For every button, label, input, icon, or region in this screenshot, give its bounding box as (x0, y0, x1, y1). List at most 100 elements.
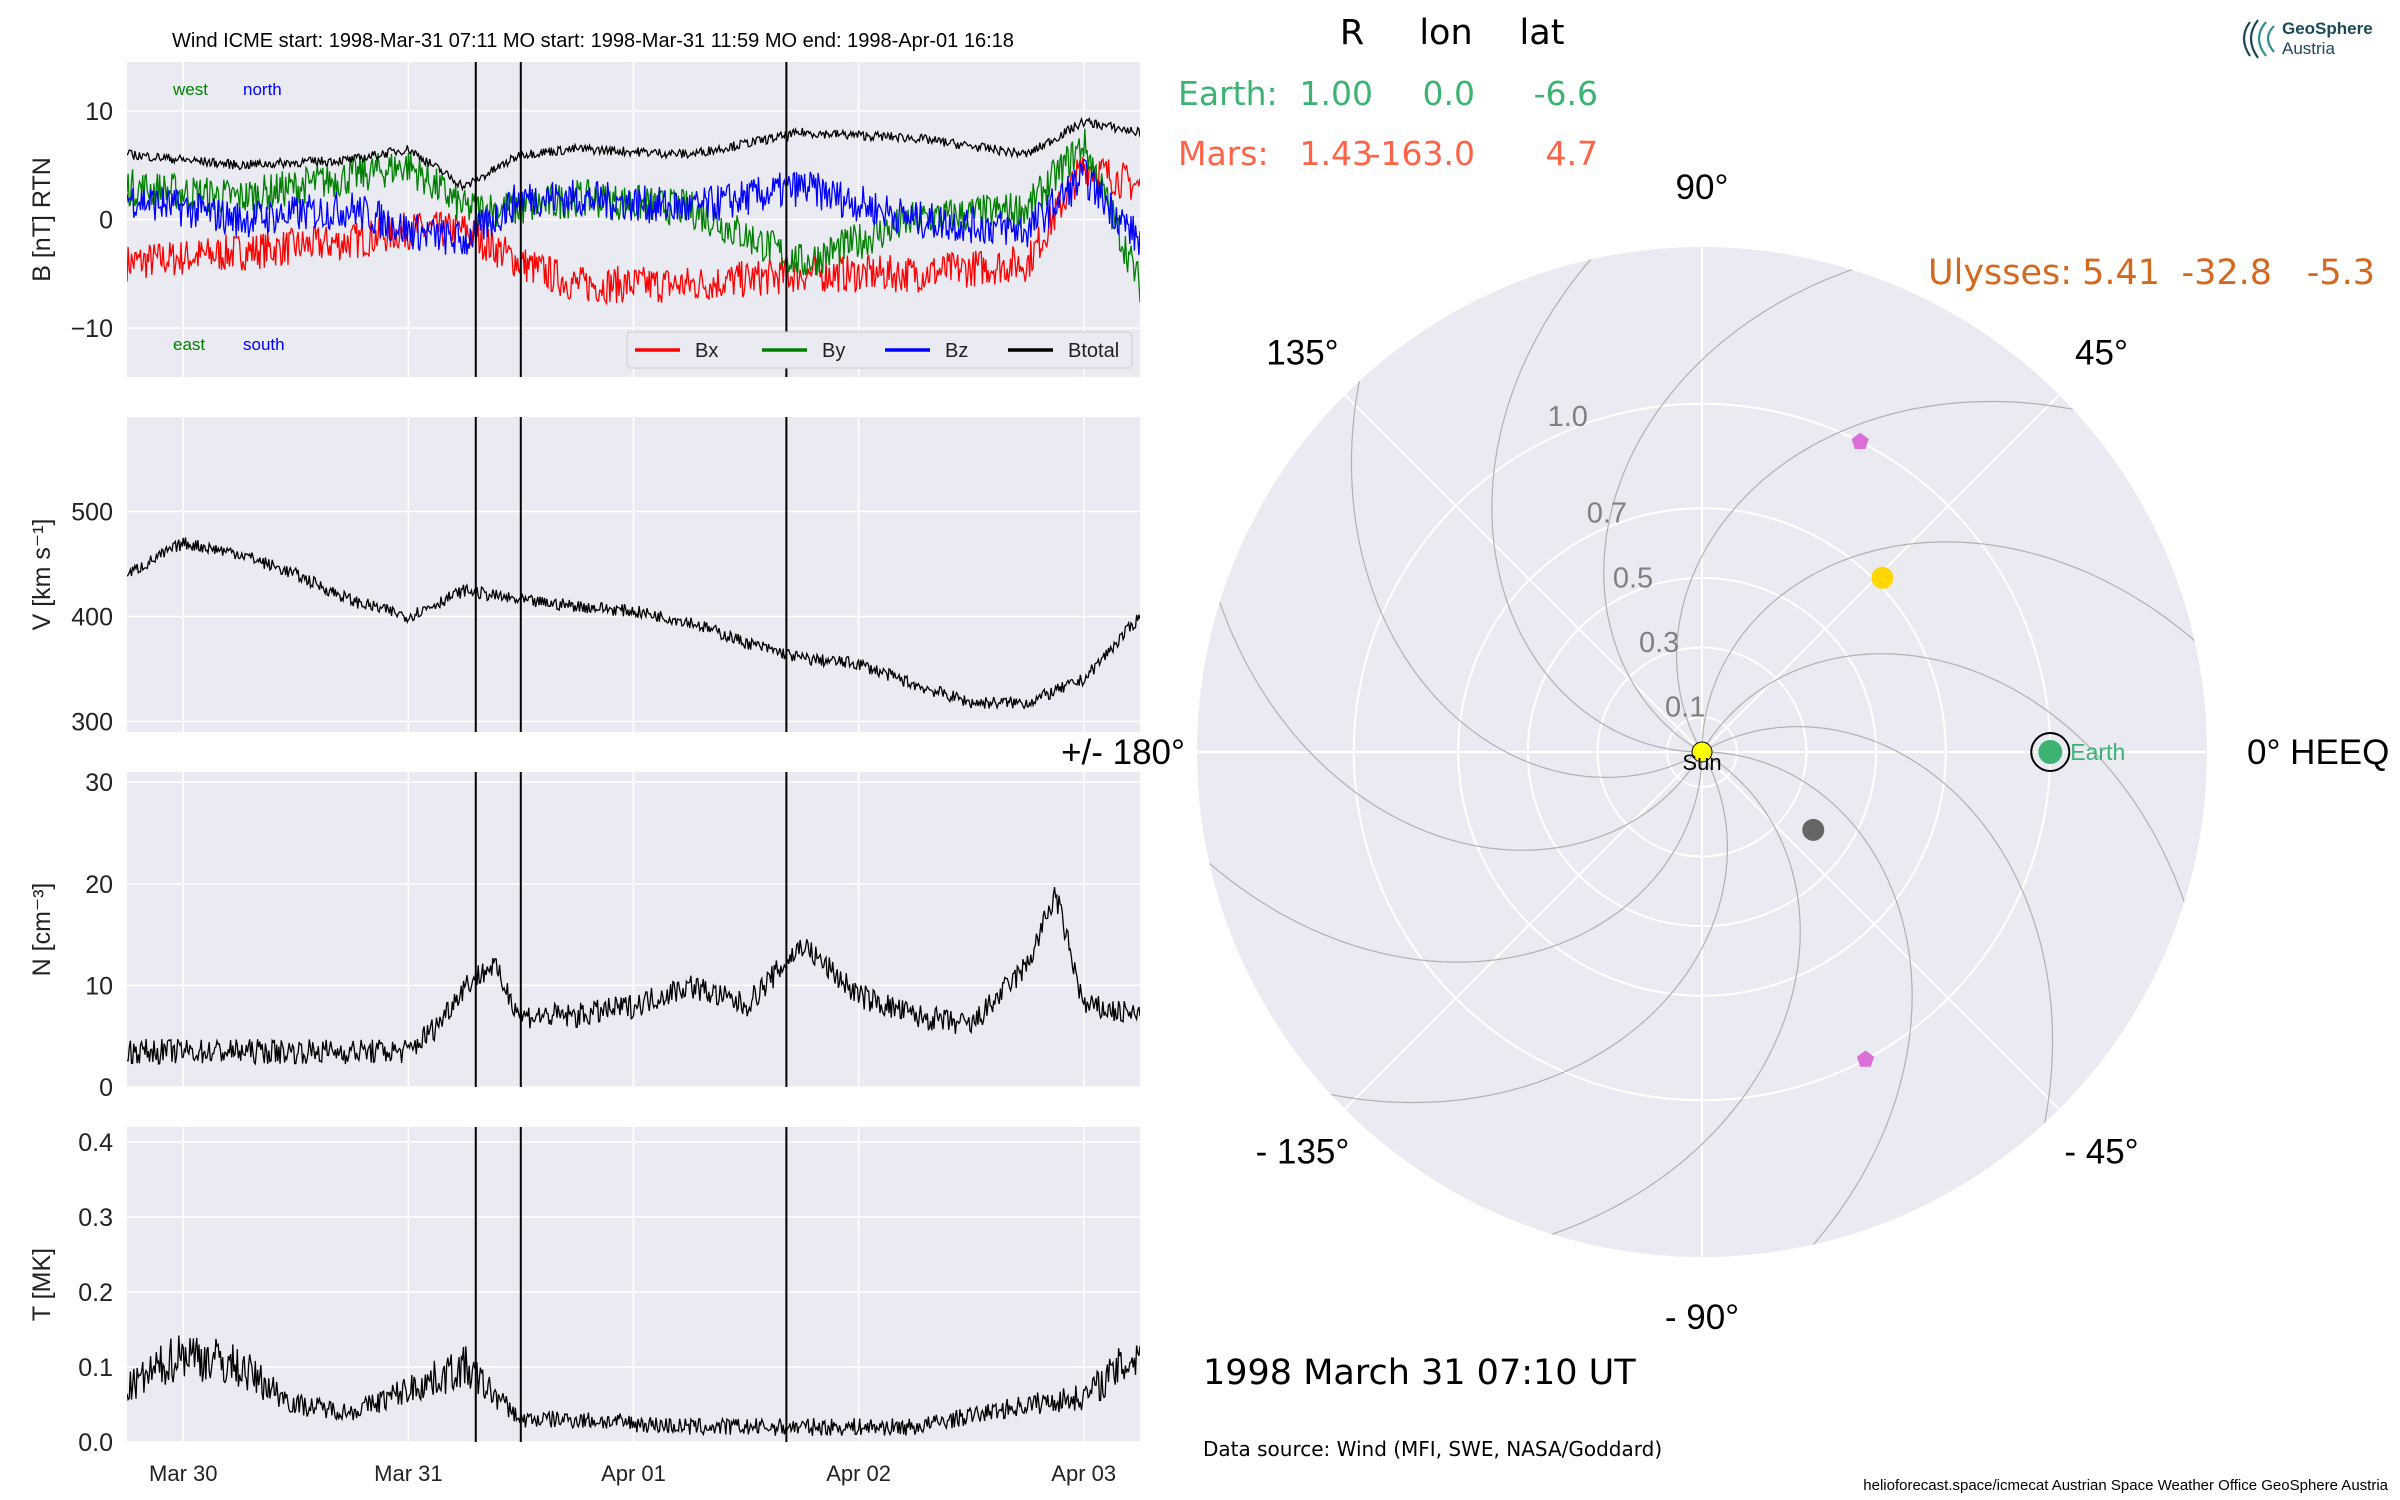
y-tick-label: 400 (71, 604, 113, 632)
spoke-gridline (1701, 751, 2060, 1110)
series-line-bz (127, 158, 1140, 255)
y-tick-label: 0 (99, 207, 113, 235)
y-tick-label: −10 (71, 315, 113, 343)
r-tick-label: 0.1 (1665, 691, 1705, 723)
table-header-lat: lat (1520, 13, 1565, 53)
parker-spiral (1197, 517, 1703, 851)
body-lon: -163.0 (1369, 134, 1475, 173)
planet-marker (1802, 818, 1825, 841)
body-lat: 4.7 (1546, 134, 1598, 173)
ulysses-name: Ulysses: (1928, 253, 2072, 293)
parker-spiral (1701, 751, 1913, 1257)
parker-spiral (1491, 247, 1703, 753)
x-tick-label: Apr 02 (826, 1461, 891, 1486)
timestamp: 1998 March 31 07:10 UT (1203, 1353, 1636, 1393)
angle-label: +/- 180° (1061, 733, 1185, 772)
y-tick-label: 0.2 (78, 1279, 113, 1307)
series-group (127, 116, 1140, 306)
parker-spiral (1701, 653, 2207, 987)
parker-spiral (1246, 751, 1729, 1104)
y-tick-label: 20 (85, 871, 113, 899)
angle-label: 45° (2075, 333, 2128, 372)
legend-label-by: By (822, 340, 845, 362)
body-lat: -6.6 (1534, 74, 1598, 113)
series-group (127, 887, 1140, 1066)
earth-marker (2038, 740, 2063, 764)
y-tick-label: 30 (85, 769, 113, 797)
sun-label: Sun (1682, 750, 1721, 775)
parker-spiral (1701, 725, 2054, 1208)
parker-spiral (1197, 751, 1703, 963)
figure-title: Wind ICME start: 1998-Mar-31 07:11 MO st… (172, 30, 1014, 52)
parker-spiral (1603, 247, 1937, 753)
angle-label: - 90° (1665, 1298, 1739, 1337)
polar-plot: 0.1 0.3 0.5 0.7 1.0 0° HEEQ 45° 90° 135° +/- 180°… (1061, 168, 2389, 1337)
logo-text-line1: GeoSphere (2282, 19, 2373, 38)
legend-label-bz: Bz (945, 340, 968, 362)
angle-label: 135° (1266, 333, 1338, 372)
table-header-lon: lon (1419, 13, 1472, 53)
y-tick-label: 10 (85, 972, 113, 1000)
y-tick-label: 0.3 (78, 1204, 113, 1232)
y-axis-label: T [MK] (28, 1248, 56, 1321)
footer-credit: helioforecast.space/icmecat Austrian Spa… (1863, 1477, 2388, 1494)
series-group (127, 1335, 1140, 1437)
panel-2: 300 400 500 V [km s⁻¹] (28, 417, 1140, 737)
label-north: north (243, 80, 282, 99)
series-group (127, 537, 1140, 711)
y-tick-label: 0.0 (78, 1429, 113, 1457)
spacecraft-marker (1856, 1050, 1875, 1067)
series-line-btotal (127, 116, 1140, 192)
parker-spiral (1350, 296, 1703, 779)
ulysses-r: 5.41 (2082, 253, 2160, 293)
series-line-bx (127, 156, 1140, 306)
label-west: west (172, 80, 208, 99)
series-line-v (127, 537, 1140, 711)
y-tick-label: 0 (99, 1074, 113, 1102)
logo-mark-icon (2242, 19, 2275, 59)
table-header-r: R (1340, 13, 1364, 53)
ulysses-lat: -5.3 (2307, 253, 2375, 293)
spoke-gridline (1344, 751, 1703, 1110)
series-line-n (127, 887, 1140, 1066)
series-line-t (127, 1335, 1140, 1437)
parker-spiral (1701, 541, 2207, 753)
y-axis-label: V [km s⁻¹] (28, 519, 56, 631)
data-source: Data source: Wind (MFI, SWE, NASA/Goddar… (1203, 1437, 1662, 1461)
angle-label: - 135° (1256, 1133, 1350, 1172)
legend-box (626, 331, 1133, 369)
panel-3: 0 10 20 30 N [cm⁻³] (28, 769, 1140, 1102)
angle-label: 0° HEEQ (2247, 733, 2389, 772)
spacecraft-marker (1851, 432, 1869, 449)
y-tick-label: 0.1 (78, 1354, 113, 1382)
ulysses-lon: -32.8 (2181, 253, 2272, 293)
legend-label-btotal: Btotal (1068, 340, 1119, 362)
panel-1: −10 0 10 B [nT] RTN west north east south Bx By Bz… (28, 62, 1140, 377)
body-name: Earth: (1178, 74, 1278, 113)
body-r: 1.00 (1300, 74, 1373, 113)
parker-spiral (1467, 751, 1801, 1257)
sun-marker (1691, 741, 1713, 763)
y-axis-label: N [cm⁻³] (28, 883, 56, 977)
body-r: 1.43 (1300, 134, 1373, 173)
parker-spiral (1675, 400, 2158, 753)
angle-label: 90° (1676, 168, 1729, 207)
y-axis-label: B [nT] RTN (28, 157, 56, 282)
body-lon: 0.0 (1423, 74, 1475, 113)
legend: Bx By Bz Btotal (626, 331, 1133, 369)
x-tick-label: Apr 01 (601, 1461, 666, 1486)
spoke-gridline (1344, 394, 1703, 753)
logo-text-line2: Austria (2282, 39, 2335, 58)
y-tick-label: 300 (71, 709, 113, 737)
planet-marker (1871, 566, 1894, 589)
panel-4: 0.0 0.1 0.2 0.3 0.4 T [MK] Mar 30 Mar 31 Apr 01 A… (28, 1127, 1140, 1486)
geosphere-logo: GeoSphere Austria (2242, 19, 2373, 59)
x-tick-label: Mar 30 (149, 1461, 217, 1486)
x-tick-label: Mar 31 (374, 1461, 442, 1486)
x-tick-label: Apr 03 (1051, 1461, 1116, 1486)
y-tick-label: 0.4 (78, 1129, 113, 1157)
label-east: east (173, 335, 205, 354)
r-tick-label: 0.3 (1639, 627, 1679, 659)
polar-grid (1197, 247, 2207, 1257)
